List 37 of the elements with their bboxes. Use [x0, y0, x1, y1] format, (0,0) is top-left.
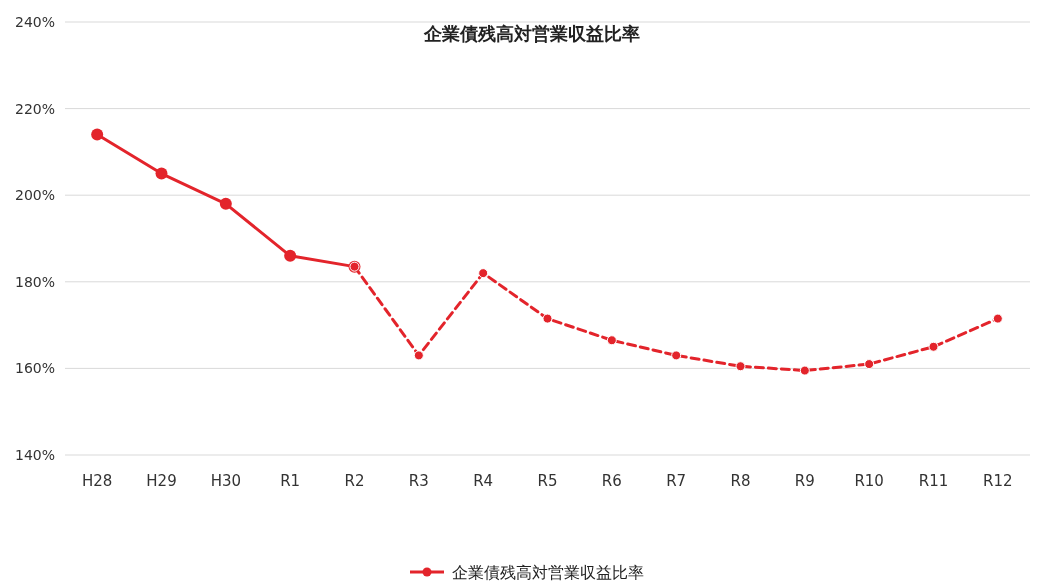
x-tick-label: R10 [854, 472, 884, 490]
x-tick-label: R4 [473, 472, 494, 490]
x-tick-label: H30 [210, 472, 242, 490]
chart-title: 企業債残高対営業収益比率 [423, 23, 640, 44]
x-tick-label: R1 [280, 472, 301, 490]
x-tick-label: R9 [794, 472, 815, 490]
y-tick-label: 200% [14, 187, 55, 204]
point [478, 268, 489, 279]
y-tick-label: 240% [14, 14, 55, 30]
y-tick-label: 220% [14, 100, 55, 117]
point [992, 313, 1003, 324]
y-tick-label: 140% [14, 447, 55, 463]
x-tick-label: R12 [983, 472, 1013, 490]
x-tick-label: H28 [81, 472, 113, 490]
x-tick-label: R5 [537, 472, 558, 490]
point [799, 365, 810, 376]
x-tick-label: R8 [730, 472, 751, 490]
legend-label: 企業債残高対営業収益比率 [452, 563, 644, 582]
point [606, 335, 617, 346]
point [413, 350, 424, 361]
x-tick-label: R11 [918, 472, 949, 490]
x-tick-label: R7 [666, 472, 687, 490]
point [91, 128, 104, 141]
point [864, 359, 875, 370]
y-tick-label: 160% [14, 360, 55, 377]
x-tick-label: R2 [344, 472, 365, 490]
point [671, 350, 682, 361]
point [284, 249, 297, 262]
point [542, 313, 553, 324]
x-tick-label: R6 [601, 472, 622, 490]
x-tick-label: R3 [408, 472, 429, 490]
y-tick-label: 180% [14, 273, 55, 290]
x-tick-label: H29 [146, 472, 177, 490]
point [155, 167, 168, 180]
point [219, 197, 232, 210]
point [928, 341, 939, 352]
point [735, 361, 746, 372]
